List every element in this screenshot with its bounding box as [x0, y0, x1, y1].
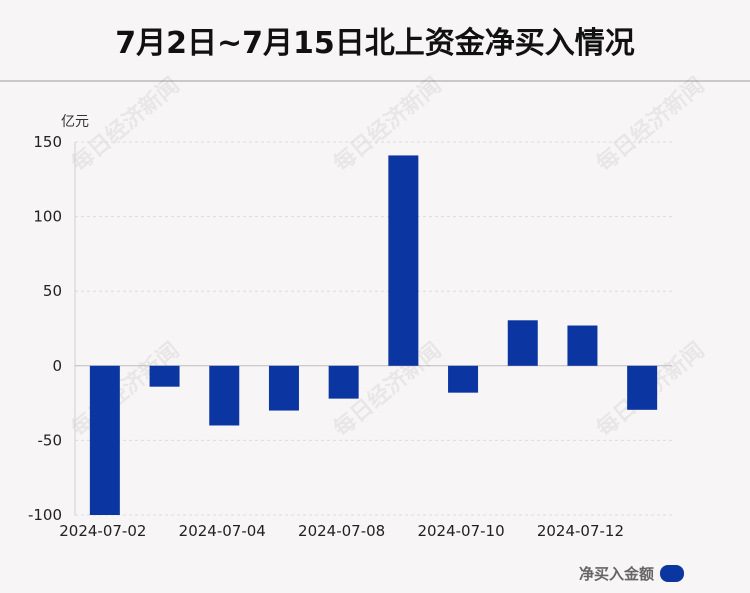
legend-label: 净买入金额 — [578, 565, 654, 583]
x-tick-label: 2024-07-04 — [179, 522, 266, 540]
title-divider — [0, 80, 750, 82]
bar — [448, 365, 479, 393]
x-tick-label: 2024-07-10 — [417, 522, 504, 540]
watermark: 每日经济新闻 — [329, 72, 447, 177]
y-axis-unit-label: 亿元 — [61, 114, 89, 130]
watermark: 每日经济新闻 — [67, 337, 185, 442]
y-tick-label: 50 — [43, 282, 62, 300]
bar — [149, 365, 180, 387]
bar — [627, 365, 658, 410]
bar — [328, 365, 359, 399]
y-tick-label: 100 — [33, 208, 62, 226]
bar — [507, 320, 538, 366]
watermark: 每日经济新闻 — [592, 72, 710, 177]
y-tick-label: 150 — [33, 133, 62, 151]
legend-swatch — [660, 565, 684, 582]
bar — [388, 155, 419, 366]
y-tick-label: 0 — [52, 357, 62, 375]
bar — [268, 365, 299, 411]
bar — [567, 325, 598, 366]
chart-title: 7月2日~7月15日北上资金净买入情况 — [115, 26, 635, 61]
bar — [89, 365, 120, 515]
legend: 净买入金额 — [579, 563, 684, 584]
x-tick-label: 2024-07-12 — [537, 522, 624, 540]
x-tick-label: 2024-07-02 — [59, 522, 146, 540]
x-tick-label: 2024-07-08 — [298, 522, 385, 540]
y-tick-label: -50 — [38, 431, 63, 449]
y-tick-label: -100 — [28, 506, 62, 524]
bar — [209, 365, 240, 426]
